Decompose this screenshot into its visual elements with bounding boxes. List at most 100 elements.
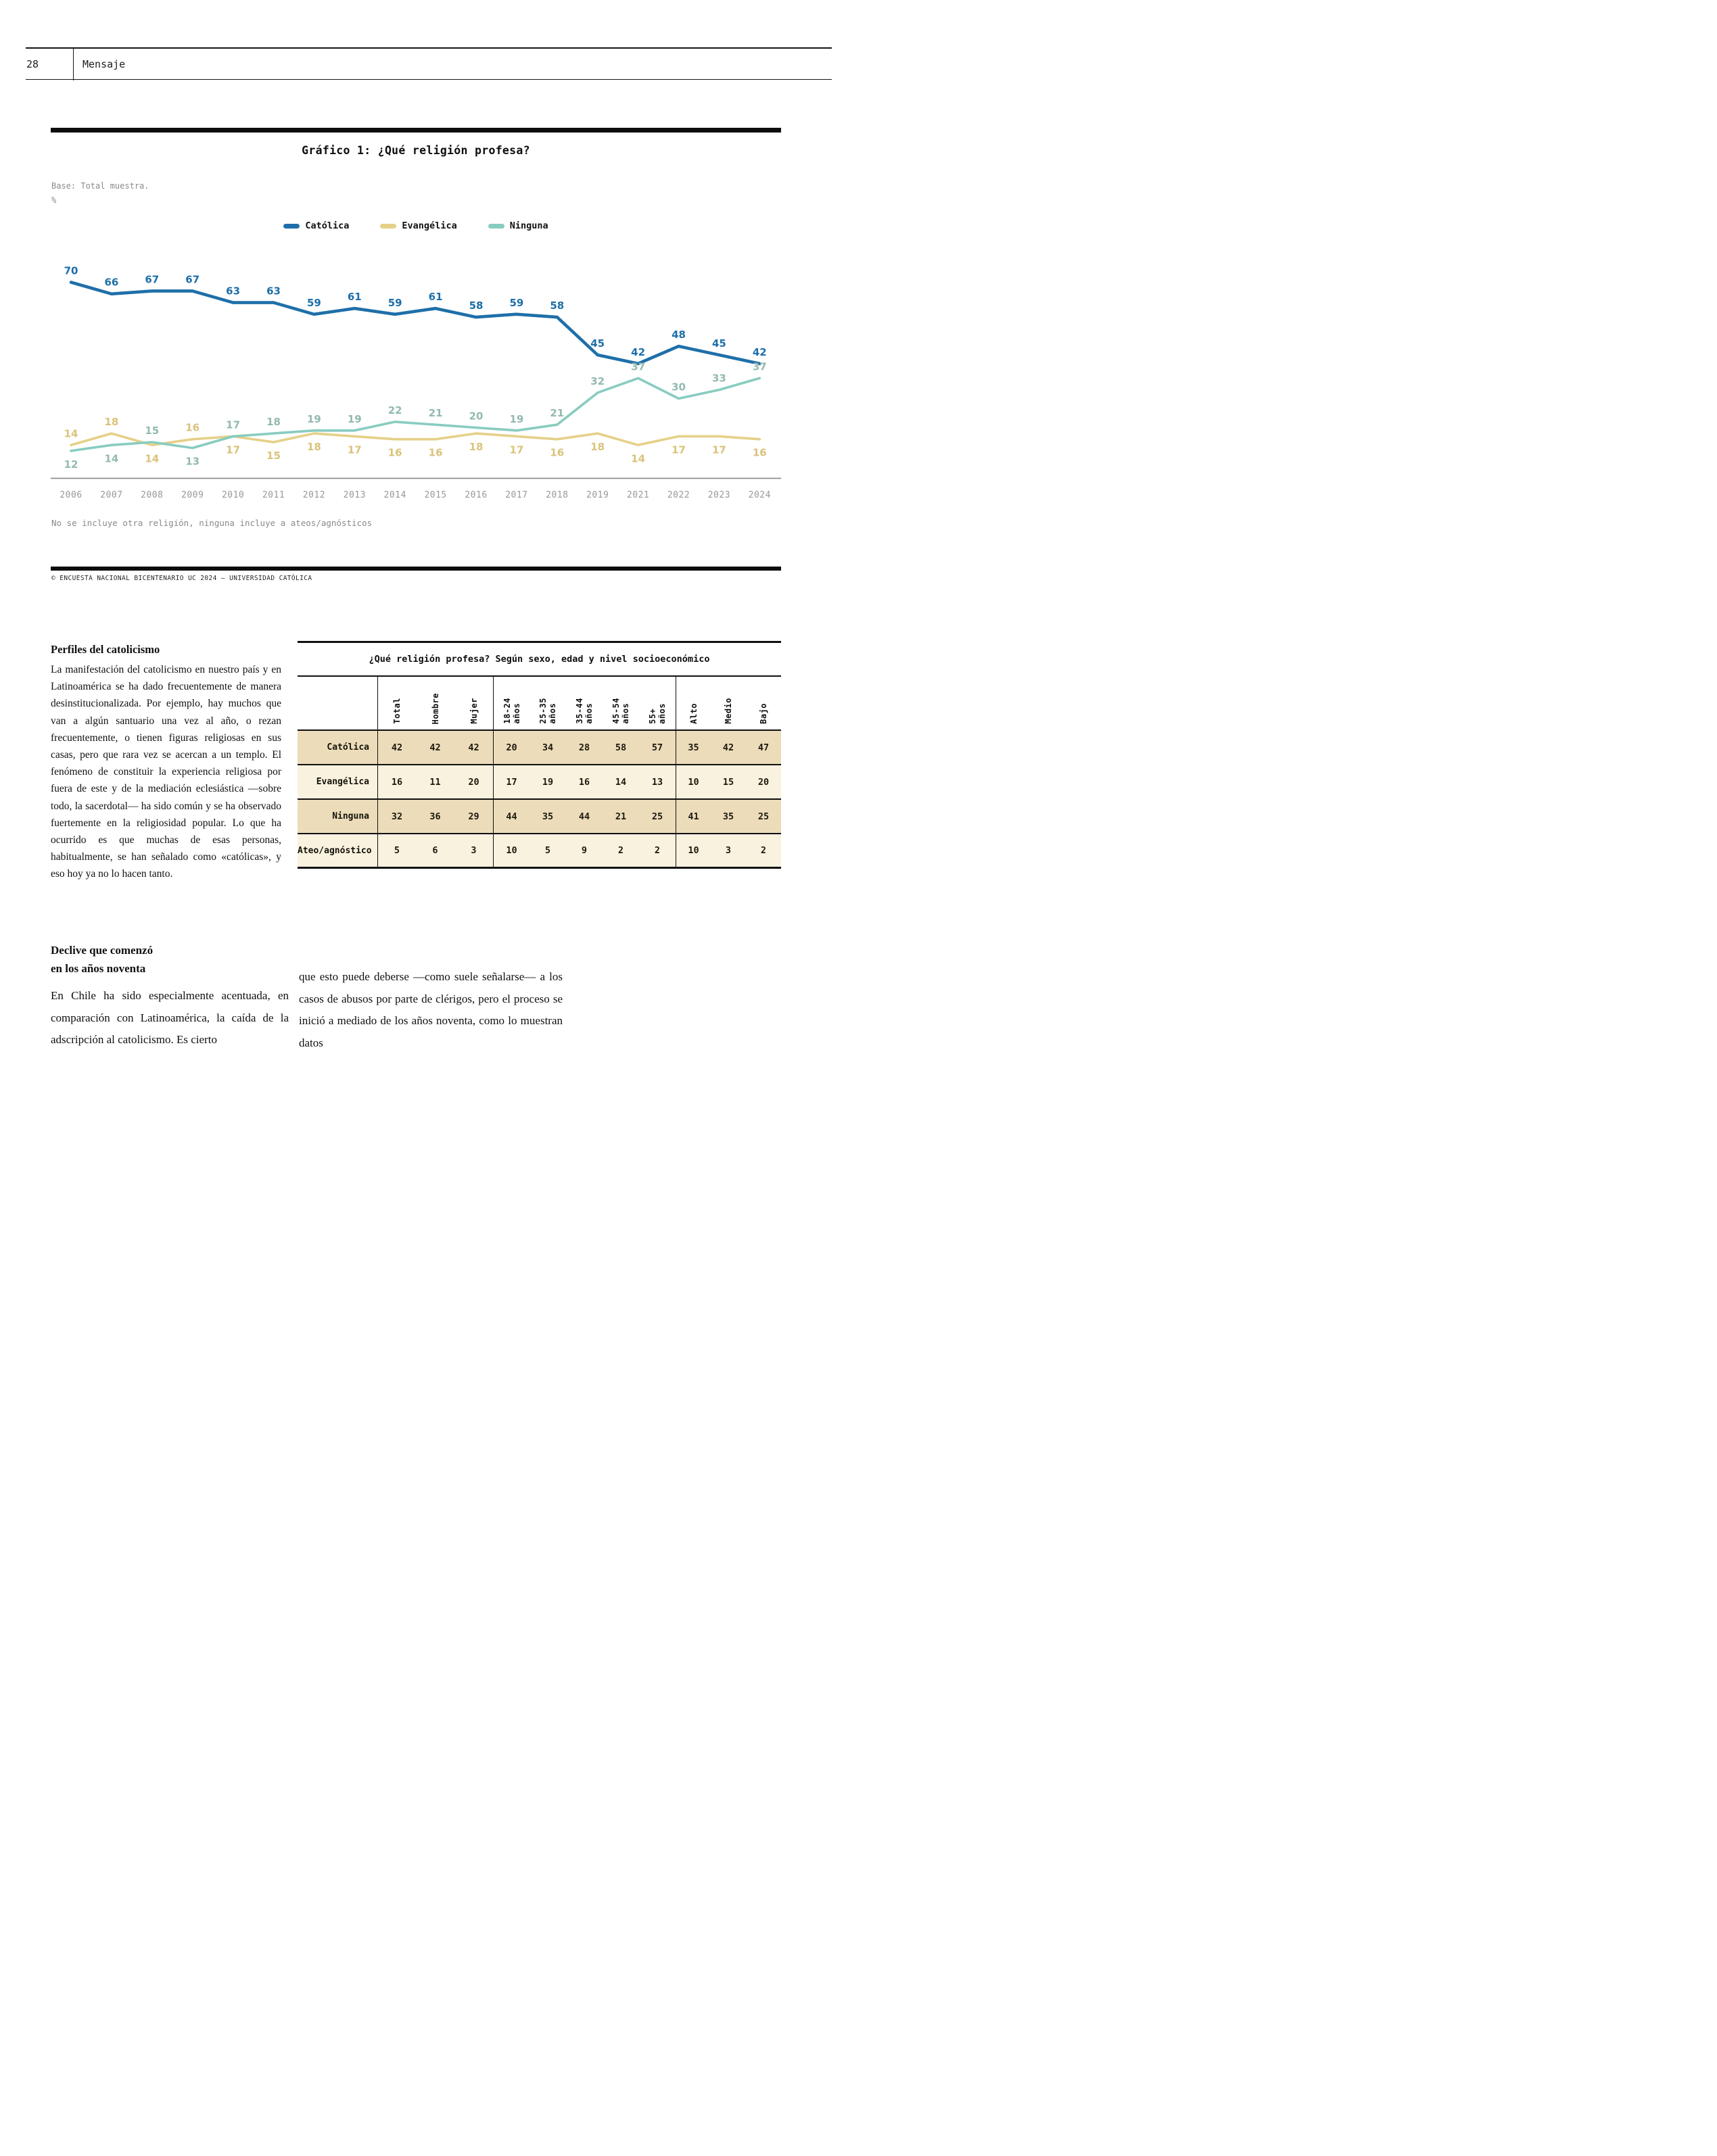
data-label-evangélica-2009: 16 [185,422,199,434]
data-label-católica-2019: 45 [590,337,605,350]
data-label-evangélica-2019: 18 [590,441,605,453]
data-label-evangélica-2018: 16 [550,447,564,459]
chart-top-rule [51,128,781,133]
data-label-ninguna-2008: 15 [145,425,159,437]
data-label-evangélica-2014: 16 [388,447,402,459]
data-label-ninguna-2018: 21 [550,407,564,419]
table-value-cell: 32 [377,800,416,833]
chart-unit-label: % [51,195,57,205]
data-label-ninguna-2007: 14 [104,452,118,464]
legend-swatch-icon [283,223,300,229]
data-label-evangélica-2008: 14 [145,452,159,464]
table-value-cell: 6 [432,845,438,856]
chart-bottom-rule [51,567,781,571]
data-label-ninguna-2009: 13 [185,456,199,468]
table-column-header-label: Total [392,698,402,724]
table-value-cell: 5 [377,834,416,867]
data-label-evangélica-2022: 17 [672,444,686,456]
data-label-evangélica-2013: 17 [348,444,362,456]
table-value-cell: 34 [542,742,554,753]
data-label-evangélica-2011: 15 [266,450,281,462]
x-tick-label: 2017 [505,490,527,500]
table-value-cell: 2 [654,845,661,856]
legend-item-2: Evangélica [380,220,457,231]
table-column-header-label: Bajo [759,703,768,724]
table-value-cell: 11 [429,776,441,788]
data-label-católica-2018: 58 [550,300,564,312]
table-column-header-label: 35-44 años [575,698,594,724]
table-column-header-label: 18-24 años [502,698,521,724]
page-number: 28 [26,57,39,70]
data-label-católica-2022: 48 [672,329,686,341]
table-value-cell: 25 [757,811,770,822]
table-row-ninguna: Ninguna 32 36 29 44 35 44 21 25 41 35 25 [298,800,781,834]
table-value-cell: 3 [725,845,732,856]
line-chart: 70 66 67 67 63 63 59 61 59 61 58 59 58 45 42 48 45 42 14 18… [51,265,781,500]
table-value-cell: 5 [544,845,551,856]
chart-footnote: No se incluye otra religión, ninguna inc… [51,518,373,528]
data-label-católica-2024: 42 [753,346,767,358]
table-column-header: Alto [676,677,711,729]
data-label-católica-2012: 59 [307,297,321,309]
data-label-católica-2017: 59 [509,297,523,309]
table-column-header-label: 45-54 años [611,698,630,724]
table-value-cell: 9 [581,845,588,856]
table-row-label: Ateo/agnóstico [298,845,372,856]
table-value-cell: 44 [493,800,530,833]
data-label-evangélica-2007: 18 [104,416,118,428]
table-column-header: 35-44 años [566,677,603,729]
data-label-ninguna-2023: 33 [712,373,726,385]
table-column-header: 45-54 años [603,677,639,729]
data-label-ninguna-2021: 37 [631,360,645,373]
table-column-header-label: 55+ años [648,703,667,724]
table-column-header: 55+ años [639,677,676,729]
table-column-header-label: Hombre [430,692,440,724]
table-value-cell: 42 [722,742,734,753]
data-label-ninguna-2012: 19 [307,413,321,425]
x-tick-label: 2009 [181,490,204,500]
table-value-cell: 2 [617,845,624,856]
series-line-ninguna [70,377,761,452]
section-title: Mensaje [83,57,126,70]
x-tick-label: 2007 [100,490,122,500]
table-value-cell: 47 [757,742,770,753]
x-tick-label: 2018 [546,490,568,500]
article-decline-body-right: que esto puede deberse —como suele señal… [299,970,563,1049]
table-value-cell: 35 [722,811,734,822]
table-column-header: 18-24 años [493,677,530,729]
article-profiles: Perfiles del catolicismo La manifestació… [51,643,281,883]
article-decline-heading: Declive que comenzó en los años noventa [51,944,154,975]
table-column-header-label: 25-35 años [538,698,557,724]
table-column-header: 25-35 años [530,677,566,729]
data-label-ninguna-2019: 32 [590,375,605,387]
data-label-ninguna-2013: 19 [348,413,362,425]
series-line-católica [69,281,761,366]
table-grid: Total Hombre Mujer 18-24 años 25-35 años 35-4… [298,675,781,869]
table-value-cell: 35 [676,731,711,764]
table-value-cell: 10 [676,834,711,867]
table-value-cell: 20 [493,731,530,764]
data-label-evangélica-2012: 18 [307,441,321,453]
table-column-header: Mujer [454,677,493,729]
table-value-cell: 42 [429,742,441,753]
data-label-católica-2006: 70 [64,265,78,277]
table-value-cell: 14 [615,776,627,788]
data-label-católica-2008: 67 [145,273,159,285]
data-label-ninguna-2010: 17 [226,418,240,431]
magazine-page: 28 Mensaje Gráfico 1: ¿Qué religión prof… [0,0,859,1078]
legend-label: Ninguna [509,220,548,231]
table-column-header-label: Alto [688,703,699,724]
table-value-cell: 44 [578,811,590,822]
x-tick-label: 2021 [627,490,649,500]
legend-label: Católica [305,220,350,231]
table-value-cell: 13 [651,776,663,788]
x-tick-label: 2013 [344,490,366,500]
data-label-evangélica-2010: 17 [226,444,240,456]
x-tick-label: 2023 [708,490,730,500]
data-label-ninguna-2022: 30 [672,381,686,393]
data-label-católica-2011: 63 [266,285,281,297]
chart-source: © ENCUESTA NACIONAL BICENTENARIO UC 2024… [51,575,312,582]
table-title: ¿Qué religión profesa? Según sexo, edad … [369,654,710,665]
data-label-católica-2009: 67 [185,273,199,285]
legend-swatch-icon [488,223,504,229]
